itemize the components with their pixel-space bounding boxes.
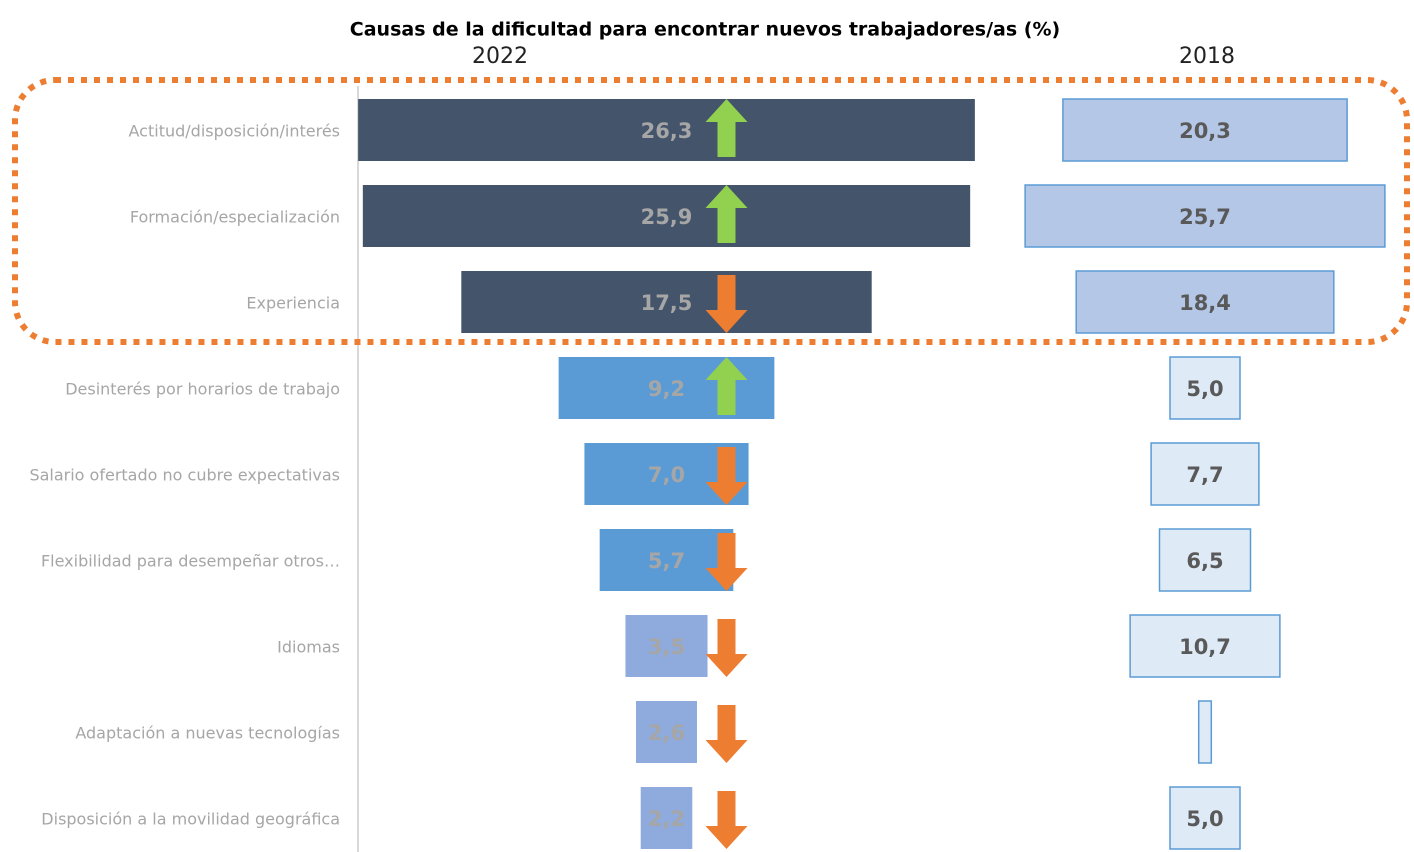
bar (599, 529, 734, 591)
category-label: Idiomas (277, 638, 340, 657)
bar (1169, 356, 1241, 420)
category-label: Experiencia (246, 294, 340, 313)
panel-title: 2018 (1179, 44, 1235, 69)
value-label: 20,3 (1179, 119, 1231, 143)
value-label: 2,2 (648, 807, 685, 831)
bar (558, 357, 775, 419)
bar (1062, 98, 1348, 162)
category-label: Actitud/disposición/interés (129, 122, 340, 141)
category-label: Salario ofertado no cubre expectativas (29, 466, 340, 485)
trend-arrow (705, 533, 748, 591)
value-label: 5,7 (648, 549, 685, 573)
value-label: 25,9 (641, 205, 693, 229)
value-label: 10,7 (1179, 635, 1231, 659)
trend-arrow (705, 357, 748, 415)
value-label: 17,5 (641, 291, 693, 315)
value-label: 7,7 (1186, 463, 1223, 487)
bar (1197, 700, 1213, 764)
value-label: 5,0 (1186, 807, 1223, 831)
trend-arrow (705, 619, 748, 677)
bar (1129, 614, 1281, 678)
category-label: Formación/especialización (130, 208, 340, 227)
bar (358, 99, 975, 161)
bar (1169, 786, 1241, 850)
value-label: 2,6 (648, 721, 685, 745)
bar (1150, 442, 1260, 506)
bar (625, 615, 708, 677)
trend-arrow (705, 447, 748, 505)
trend-arrow (705, 791, 748, 849)
highlight-box (12, 77, 1410, 345)
bar (362, 185, 971, 247)
value-label: 25,7 (1179, 205, 1231, 229)
bar (1024, 184, 1386, 248)
value-label: 26,3 (641, 119, 693, 143)
value-label: 9,2 (648, 377, 685, 401)
value-label: 7,0 (648, 463, 685, 487)
value-label: 3,5 (648, 635, 685, 659)
chart-title: Causas de la dificultad para encontrar n… (350, 19, 1060, 41)
trend-arrow (705, 705, 748, 763)
trend-arrow (705, 99, 748, 157)
trend-arrow (705, 275, 748, 333)
bar (1075, 270, 1335, 334)
bar (640, 787, 693, 849)
panel-title: 2022 (472, 44, 528, 69)
category-label: Flexibilidad para desempeñar otros… (41, 552, 340, 571)
bar (636, 701, 697, 763)
category-label: Desinterés por horarios de trabajo (65, 380, 340, 399)
trend-arrow (705, 185, 748, 243)
bar (461, 271, 872, 333)
bar (1158, 528, 1252, 592)
value-label: 6,5 (1186, 549, 1223, 573)
category-label: Adaptación a nuevas tecnologías (75, 724, 340, 743)
value-label: 5,0 (1186, 377, 1223, 401)
value-label: 18,4 (1179, 291, 1231, 315)
category-label: Disposición a la movilidad geográfica (41, 810, 340, 829)
